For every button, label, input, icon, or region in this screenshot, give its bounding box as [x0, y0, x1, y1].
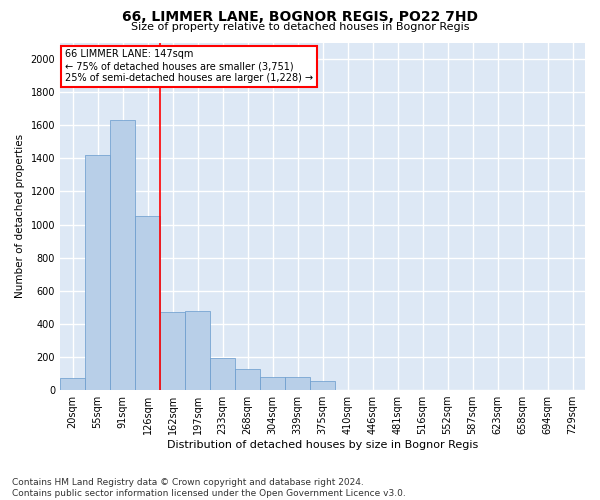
Y-axis label: Number of detached properties: Number of detached properties: [15, 134, 25, 298]
Text: Contains HM Land Registry data © Crown copyright and database right 2024.
Contai: Contains HM Land Registry data © Crown c…: [12, 478, 406, 498]
Bar: [310, 381, 335, 390]
Bar: [60, 378, 85, 390]
Bar: [85, 155, 110, 390]
Text: 66 LIMMER LANE: 147sqm
← 75% of detached houses are smaller (3,751)
25% of semi-: 66 LIMMER LANE: 147sqm ← 75% of detached…: [65, 50, 313, 82]
Text: Size of property relative to detached houses in Bognor Regis: Size of property relative to detached ho…: [131, 22, 469, 32]
Bar: [235, 370, 260, 390]
Bar: [285, 377, 310, 390]
Bar: [135, 216, 160, 390]
Bar: [260, 377, 285, 390]
Text: 66, LIMMER LANE, BOGNOR REGIS, PO22 7HD: 66, LIMMER LANE, BOGNOR REGIS, PO22 7HD: [122, 10, 478, 24]
Bar: [160, 312, 185, 390]
Bar: [185, 310, 210, 390]
Bar: [210, 358, 235, 390]
X-axis label: Distribution of detached houses by size in Bognor Regis: Distribution of detached houses by size …: [167, 440, 478, 450]
Bar: [110, 120, 135, 390]
